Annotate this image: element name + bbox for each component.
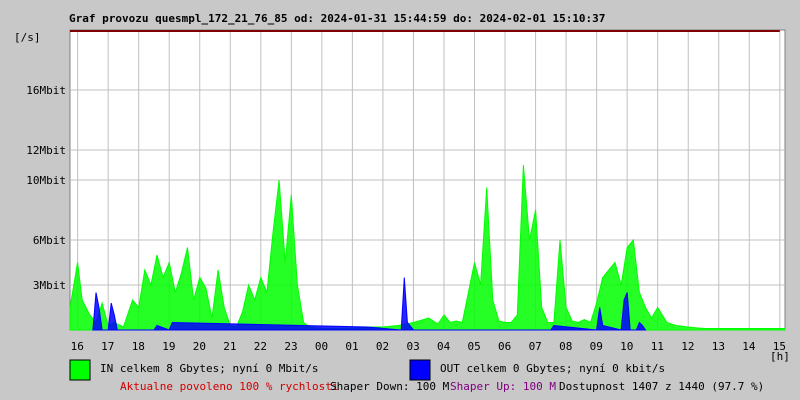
x-tick-label: 20: [193, 340, 206, 353]
shaper-up-text: Shaper Up: 100 M: [450, 380, 556, 393]
x-tick-label: 12: [681, 340, 694, 353]
x-tick-label: 02: [376, 340, 389, 353]
x-tick-label: 04: [437, 340, 451, 353]
y-tick-label: 10Mbit: [26, 174, 66, 187]
y-tick-label: 6Mbit: [33, 234, 66, 247]
x-tick-label: 00: [315, 340, 328, 353]
x-tick-label: 14: [742, 340, 756, 353]
x-tick-label: 11: [651, 340, 664, 353]
x-ticks: 16 17 18 19 20 21 22 23 00 01 02 03 04 05 06 07 08 09 10 11…: [71, 340, 786, 353]
legend-out-swatch: [409, 359, 431, 381]
x-tick-label: 13: [712, 340, 725, 353]
allowed-speed-text: Aktualne povoleno 100 % rychlosti: [120, 380, 339, 393]
x-tick-label: 01: [345, 340, 358, 353]
x-tick-label: 16: [71, 340, 84, 353]
x-tick-label: 15: [773, 340, 786, 353]
x-tick-label: 22: [254, 340, 267, 353]
x-tick-label: 03: [406, 340, 419, 353]
series-out-area: [92, 277, 647, 331]
y-axis-label: [/s]: [14, 31, 41, 44]
y-ticks: 3Mbit 6Mbit 10Mbit 12Mbit 16Mbit: [26, 84, 66, 292]
x-tick-label: 23: [284, 340, 297, 353]
legend-out-text: OUT celkem 0 Gbytes; nyní 0 kbit/s: [440, 362, 665, 375]
x-tick-label: 18: [132, 340, 145, 353]
x-tick-label: 17: [101, 340, 114, 353]
x-tick-label: 07: [529, 340, 542, 353]
y-tick-label: 16Mbit: [26, 84, 66, 97]
x-tick-label: 10: [620, 340, 633, 353]
x-tick-label: 05: [468, 340, 481, 353]
series-in-area: [69, 164, 786, 331]
y-tick-label: 12Mbit: [26, 144, 66, 157]
x-tick-label: 08: [559, 340, 572, 353]
chart-title: Graf provozu quesmpl_172_21_76_85 od: 20…: [69, 12, 605, 25]
x-axis-label: [h]: [770, 350, 790, 363]
x-tick-label: 19: [162, 340, 175, 353]
x-tick-label: 09: [590, 340, 603, 353]
availability-text: Dostupnost 1407 z 1440 (97.7 %): [559, 380, 764, 393]
shaper-down-text: Shaper Down: 100 M: [330, 380, 450, 393]
x-tick-label: 21: [223, 340, 236, 353]
legend-in-swatch: [69, 359, 91, 381]
y-tick-label: 3Mbit: [33, 279, 66, 292]
series-layer: [69, 164, 786, 331]
legend-in-text: IN celkem 8 Gbytes; nyní 0 Mbit/s: [100, 362, 319, 375]
x-tick-label: 06: [498, 340, 511, 353]
